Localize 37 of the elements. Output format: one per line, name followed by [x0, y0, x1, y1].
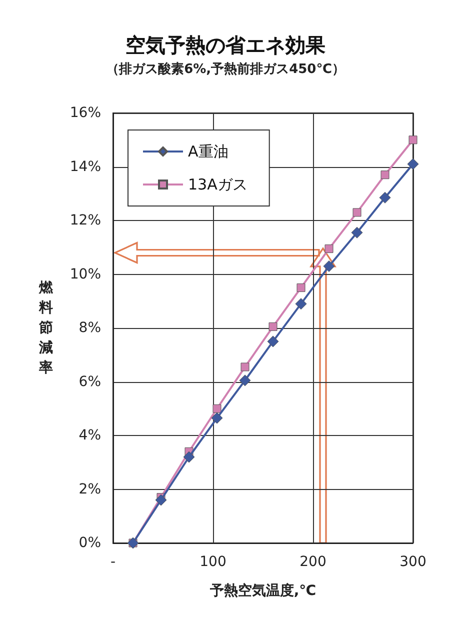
point: [324, 244, 334, 253]
y-tick-label: 10%: [70, 266, 101, 282]
point: [240, 362, 250, 372]
x-tick-label: 300: [400, 554, 426, 570]
point: [379, 192, 391, 204]
point: [352, 208, 362, 217]
point: [212, 404, 222, 413]
y-tick-label: 2%: [78, 481, 101, 498]
point: [380, 170, 390, 180]
point: [296, 283, 306, 292]
y-axis-title: 燃料節減率: [38, 280, 54, 376]
point: [407, 158, 419, 170]
chart-title: 空気予熱の省エネ効果: [126, 33, 326, 57]
point: [211, 412, 223, 424]
y-tick-label: 0%: [78, 535, 101, 551]
y-tick-label: 4%: [78, 428, 101, 444]
legend-label: 13Aガス: [188, 176, 248, 194]
point: [183, 451, 195, 463]
point: [408, 136, 418, 144]
x-tick-label: -: [110, 554, 116, 570]
x-tick-label: 100: [200, 554, 226, 570]
x-axis-title: 予熱空気温度,℃: [208, 582, 316, 599]
point: [239, 374, 251, 386]
y-tick-label: 12%: [70, 212, 101, 228]
y-tick-label: 6%: [78, 374, 101, 390]
point: [295, 298, 307, 310]
x-tick-label: 200: [300, 554, 326, 570]
legend-label: A重油: [188, 142, 228, 160]
chart-subtitle: （排ガス酸素6%,予熱前排ガス450℃）: [106, 61, 345, 77]
y-tick-label: 16%: [70, 105, 101, 121]
point: [268, 322, 278, 331]
point: [351, 226, 363, 238]
point: [323, 260, 335, 272]
y-tick-label: 14%: [70, 158, 101, 175]
point: [155, 494, 167, 506]
point: [267, 336, 279, 348]
y-tick-label: 8%: [78, 320, 101, 336]
